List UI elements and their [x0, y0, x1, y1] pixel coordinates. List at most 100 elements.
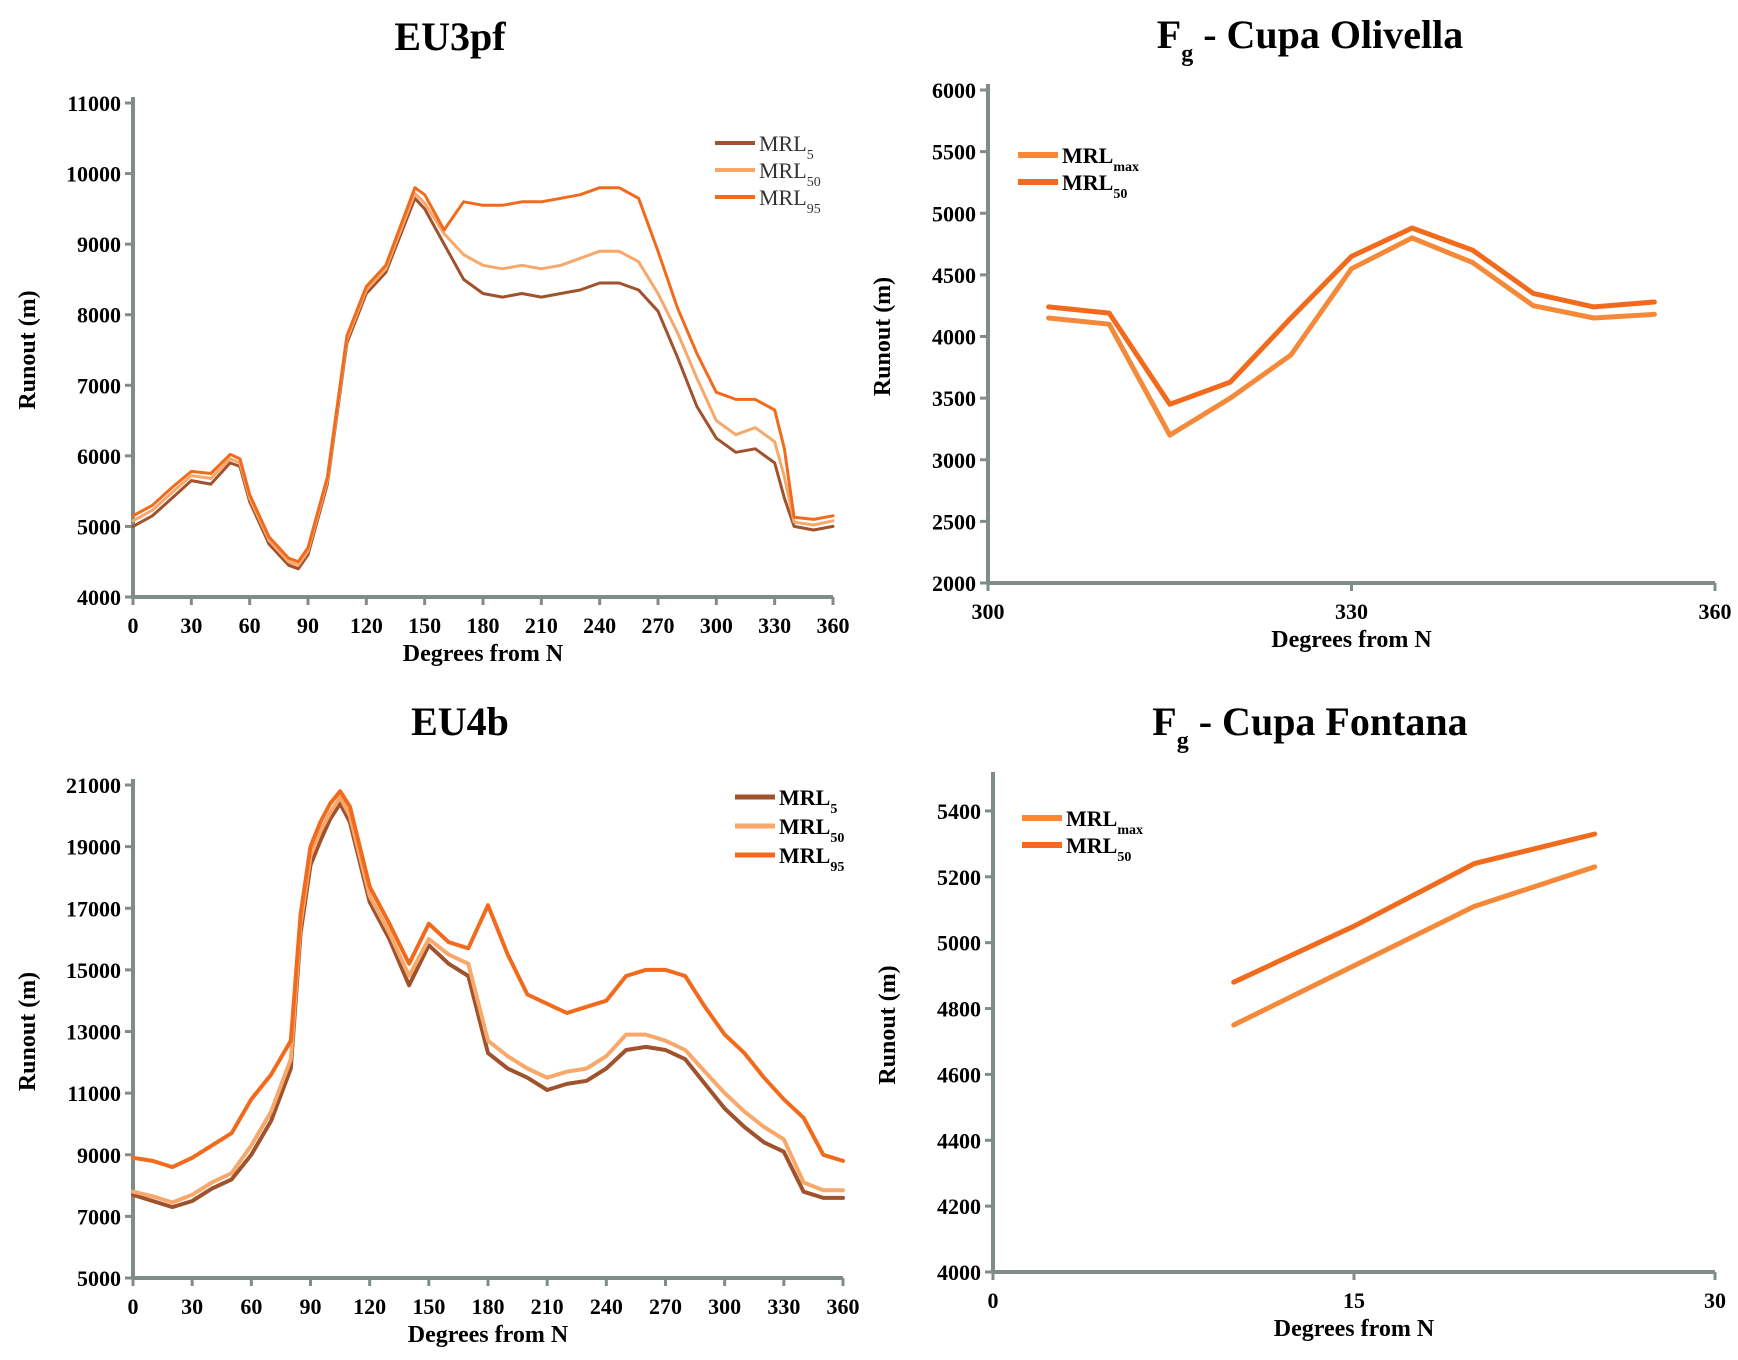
y-tick-label: 15000	[66, 958, 121, 983]
x-tick-label: 180	[472, 1294, 505, 1319]
series-line-mrl-50	[131, 191, 835, 567]
x-tick-label: 0	[988, 1288, 999, 1313]
x-axis-label: Degrees from N	[1274, 1316, 1435, 1342]
chart-panel-1: EU3pf 4000 5000 6000 7000 8000 9000 10000 11000 0…	[15, 14, 850, 667]
chart-title: EU3pf	[394, 14, 506, 59]
y-tick-label: 19000	[66, 835, 121, 860]
series-line-mrl-max	[1046, 235, 1657, 438]
series-line-mrl-50	[131, 795, 845, 1205]
y-tick-label: 4500	[932, 263, 976, 288]
y-tick-label: 5000	[77, 1266, 121, 1291]
y-tick-label: 4000	[932, 325, 976, 350]
series-line-mrl-95	[131, 789, 845, 1170]
legend-entry: MRLmax	[1062, 143, 1139, 175]
y-tick-label: 5000	[77, 514, 121, 539]
x-tick-label: 330	[767, 1294, 800, 1319]
x-tick-label: 60	[240, 1294, 262, 1319]
x-tick-label: 360	[817, 613, 850, 638]
y-axis-label: Runout (m)	[875, 965, 901, 1084]
x-tick-label: 30	[1704, 1288, 1726, 1313]
y-tick-label: 9000	[77, 232, 121, 257]
x-tick-label: 240	[583, 613, 616, 638]
series-line-mrl-95	[131, 186, 835, 564]
chart-panel-2: Fg - Cupa Olivella 2000 2500 3000 3500 4000 45…	[870, 12, 1732, 653]
x-tick-label: 150	[408, 613, 441, 638]
x-tick-label: 330	[758, 613, 791, 638]
x-axis-label: Degrees from N	[1271, 627, 1432, 653]
chart-title: Fg - Cupa Olivella	[1157, 12, 1463, 67]
x-tick-label: 330	[1335, 599, 1368, 624]
x-tick-label: 240	[590, 1294, 623, 1319]
y-tick-label: 17000	[66, 896, 121, 921]
legend-entry: MRL95	[779, 843, 844, 875]
y-tick-label: 6000	[77, 444, 121, 469]
y-tick-label: 4000	[937, 1260, 981, 1285]
y-axis-label: Runout (m)	[870, 277, 896, 396]
y-tick-label: 10000	[66, 162, 121, 187]
legend-entry: MRL50	[1062, 170, 1127, 202]
chart-title: EU4b	[411, 699, 509, 744]
x-tick-label: 180	[467, 613, 500, 638]
x-tick-label: 120	[350, 613, 383, 638]
x-tick-label: 120	[353, 1294, 386, 1319]
y-tick-label: 4000	[77, 585, 121, 610]
legend-entry: MRL50	[779, 814, 844, 846]
legend-entry: MRL5	[759, 131, 814, 163]
x-axis-label: Degrees from N	[408, 1322, 569, 1348]
y-tick-label: 3500	[932, 386, 976, 411]
x-tick-label: 60	[239, 613, 261, 638]
y-tick-label: 2500	[932, 509, 976, 534]
x-tick-label: 210	[525, 613, 558, 638]
x-tick-label: 210	[531, 1294, 564, 1319]
legend-entry: MRL50	[759, 158, 821, 190]
series-line-mrl-max	[1231, 864, 1598, 1028]
legend-entry: MRL50	[1066, 833, 1131, 865]
x-tick-label: 300	[700, 613, 733, 638]
x-tick-label: 300	[708, 1294, 741, 1319]
chart-panel-4: Fg - Cupa Fontana 4000 4200 4400 4600 4800 500…	[875, 699, 1726, 1342]
legend-entry: MRLmax	[1066, 806, 1143, 838]
series-line-mrl-50	[1231, 831, 1598, 985]
chart-panel-3: EU4b 5000 7000 9000 11000 13000 15000 17000 1900…	[15, 699, 860, 1348]
y-tick-label: 7000	[77, 373, 121, 398]
y-tick-label: 5500	[932, 140, 976, 165]
y-tick-label: 4400	[937, 1128, 981, 1153]
y-tick-label: 11000	[67, 91, 121, 116]
x-tick-label: 90	[297, 613, 319, 638]
x-tick-label: 90	[300, 1294, 322, 1319]
y-tick-label: 4200	[937, 1194, 981, 1219]
x-tick-label: 150	[412, 1294, 445, 1319]
y-tick-label: 5400	[937, 799, 981, 824]
y-tick-label: 5200	[937, 865, 981, 890]
y-tick-label: 21000	[66, 773, 121, 798]
x-tick-label: 0	[128, 1294, 139, 1319]
x-tick-label: 360	[1699, 599, 1732, 624]
y-tick-label: 5000	[932, 201, 976, 226]
y-tick-label: 8000	[77, 303, 121, 328]
y-tick-label: 2000	[932, 571, 976, 596]
y-tick-label: 6000	[932, 78, 976, 103]
chart-title: Fg - Cupa Fontana	[1152, 699, 1467, 754]
y-tick-label: 7000	[77, 1204, 121, 1229]
x-tick-label: 15	[1343, 1288, 1365, 1313]
y-tick-label: 11000	[67, 1081, 121, 1106]
legend-entry: MRL95	[759, 185, 821, 217]
series-line-mrl-5	[131, 196, 835, 571]
series-line-mrl-50	[1046, 225, 1657, 407]
y-axis-label: Runout (m)	[15, 972, 41, 1091]
y-tick-label: 9000	[77, 1143, 121, 1168]
x-tick-label: 270	[649, 1294, 682, 1319]
y-axis-label: Runout (m)	[15, 290, 41, 409]
x-tick-label: 0	[128, 613, 139, 638]
y-tick-label: 5000	[937, 931, 981, 956]
y-tick-label: 13000	[66, 1020, 121, 1045]
x-tick-label: 30	[181, 1294, 203, 1319]
x-tick-label: 270	[642, 613, 675, 638]
series-line-mrl-5	[131, 801, 845, 1210]
x-tick-label: 300	[972, 599, 1005, 624]
y-tick-label: 4800	[937, 997, 981, 1022]
x-axis-label: Degrees from N	[403, 641, 564, 667]
x-tick-label: 360	[827, 1294, 860, 1319]
